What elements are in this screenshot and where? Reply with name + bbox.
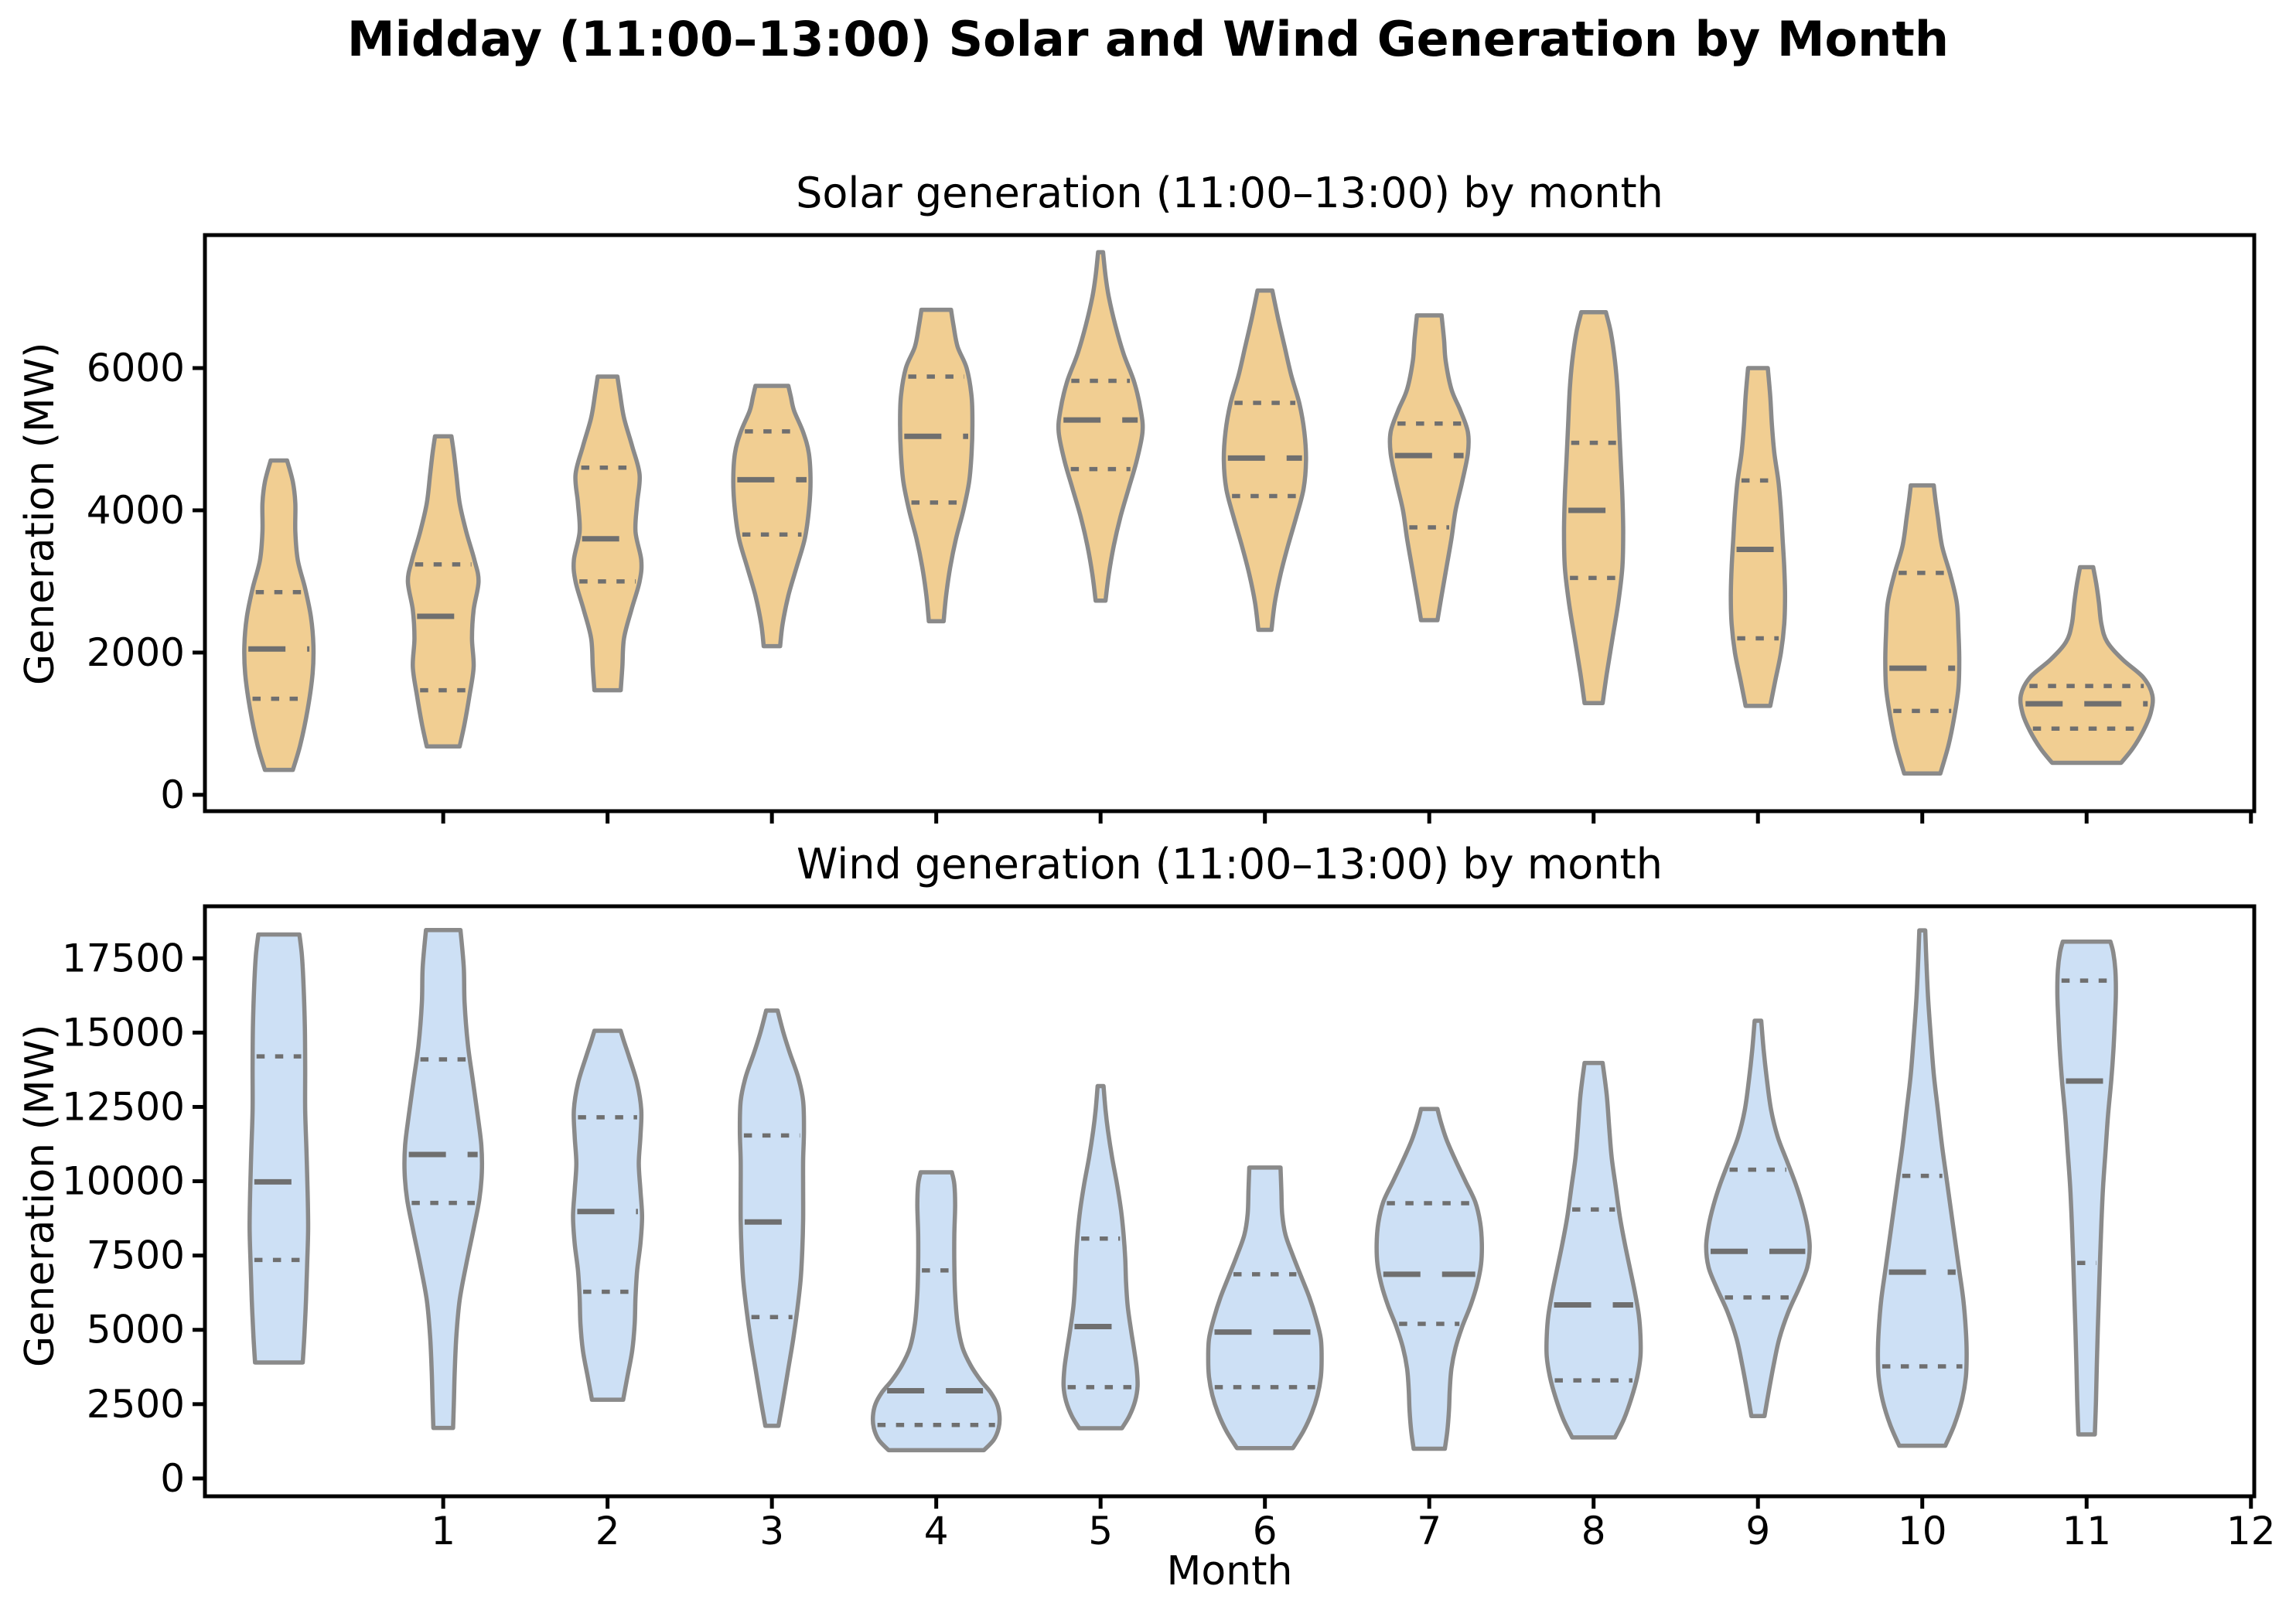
violin-wind-month-8 (1544, 1060, 1643, 1440)
violin-wind-month-9 (1704, 1018, 1812, 1418)
y-tick-label-wind-2500: 2500 (87, 1382, 185, 1427)
x-tick-label-11: 11 (2062, 1509, 2111, 1554)
x-tick-label-1: 1 (431, 1509, 455, 1554)
violin-wind-month-7 (1374, 1107, 1485, 1451)
violin-wind-month-10 (1875, 928, 1969, 1448)
solar-axes-border (203, 233, 2257, 813)
x-tick-label-5: 5 (1088, 1509, 1113, 1554)
violin-wind-month-11 (2055, 939, 2118, 1437)
violin-wind-month-2 (571, 1028, 645, 1402)
violin-wind-month-6 (1206, 1165, 1324, 1451)
x-tick-label-4: 4 (924, 1509, 949, 1554)
y-tick-label-solar-2000: 2000 (87, 630, 185, 675)
y-tick-label-wind-7500: 7500 (87, 1233, 185, 1278)
figure-title: Midday (11:00–13:00) Solar and Wind Gene… (346, 11, 1950, 67)
solar-y-axis-label: Generation (MW) (17, 342, 63, 685)
violin-solar-month-11 (2018, 564, 2155, 766)
x-tick-label-6: 6 (1253, 1509, 1278, 1554)
y-tick-label-wind-17500: 17500 (62, 936, 185, 981)
wind-y-axis-label: Generation (MW) (17, 1024, 63, 1367)
x-tick-label-8: 8 (1581, 1509, 1606, 1554)
y-tick-label-wind-12500: 12500 (62, 1084, 185, 1129)
violin-solar-month-10 (1883, 483, 1962, 776)
violin-wind-month-1 (402, 928, 485, 1431)
violin-solar-month-5 (1056, 250, 1145, 603)
violin-solar-month-0 (242, 458, 316, 773)
violin-solar-month-2 (571, 374, 644, 693)
y-tick-label-solar-0: 0 (160, 773, 185, 817)
x-tick-label-9: 9 (1745, 1509, 1770, 1554)
violin-solar-month-1 (405, 434, 481, 749)
x-tick-label-7: 7 (1417, 1509, 1441, 1554)
y-tick-label-wind-15000: 15000 (62, 1010, 185, 1055)
violin-wind-month-3 (737, 1008, 807, 1428)
y-tick-label-solar-6000: 6000 (87, 346, 185, 391)
violin-wind-month-5 (1061, 1083, 1140, 1431)
y-tick-label-wind-5000: 5000 (87, 1308, 185, 1352)
solar-subplot-title: Solar generation (11:00–13:00) by month (796, 169, 1663, 217)
violin-solar-month-3 (731, 384, 813, 649)
wind-subplot-title: Wind generation (11:00–13:00) by month (797, 840, 1663, 888)
y-tick-label-wind-10000: 10000 (62, 1159, 185, 1204)
violin-wind-month-4 (870, 1170, 1002, 1453)
violin-wind-month-0 (247, 932, 311, 1365)
x-tick-label-3: 3 (759, 1509, 784, 1554)
y-tick-label-wind-0: 0 (160, 1456, 185, 1501)
violin-solar-month-7 (1387, 313, 1471, 622)
x-tick-label-12: 12 (2226, 1509, 2276, 1554)
wind-axes-border (203, 904, 2257, 1499)
x-axis-label: Month (1166, 1548, 1293, 1594)
violin-solar-month-4 (898, 307, 975, 624)
x-tick-label-2: 2 (595, 1509, 620, 1554)
y-tick-label-solar-4000: 4000 (87, 488, 185, 533)
x-tick-label-10: 10 (1898, 1509, 1947, 1554)
violin-solar-month-9 (1728, 366, 1788, 708)
